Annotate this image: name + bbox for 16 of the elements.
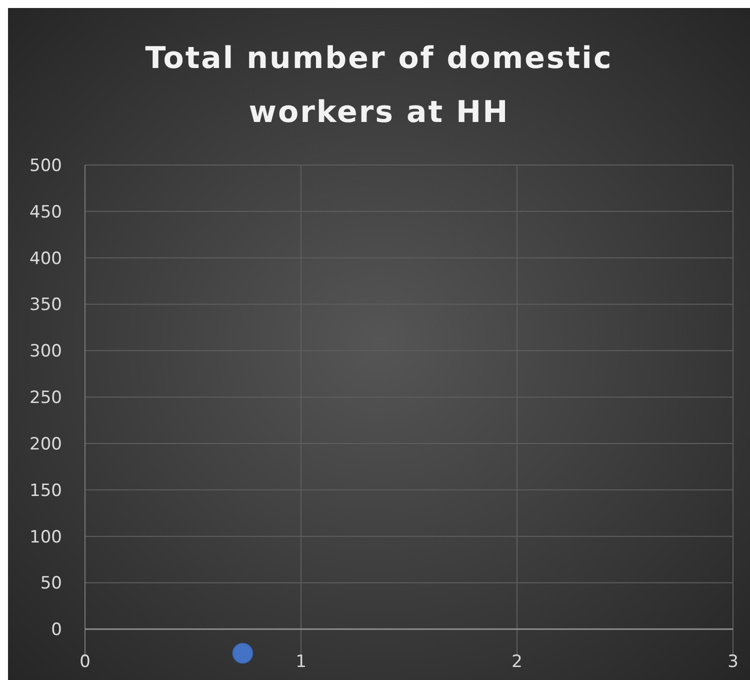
x-tick-label: 2 <box>512 652 522 672</box>
y-tick-label: 350 <box>30 295 62 316</box>
x-tick-label: 1 <box>296 652 306 672</box>
y-tick-label: 300 <box>30 342 62 362</box>
y-tick-label: 400 <box>30 248 62 269</box>
x-tick-label: 3 <box>728 652 738 672</box>
y-tick-label: 150 <box>30 480 62 501</box>
y-tick-label: 100 <box>30 527 62 548</box>
y-tick-label: 450 <box>30 202 62 222</box>
y-tick-label: 250 <box>30 388 62 408</box>
x-tick-label: 0 <box>80 652 90 672</box>
y-tick-label: 50 <box>40 574 62 594</box>
y-tick-label: 0 <box>51 620 62 640</box>
chart-title: Total number of domestic workers at HH <box>145 41 613 130</box>
y-tick-label: 500 <box>30 156 62 176</box>
y-tick-label: 200 <box>30 434 62 454</box>
